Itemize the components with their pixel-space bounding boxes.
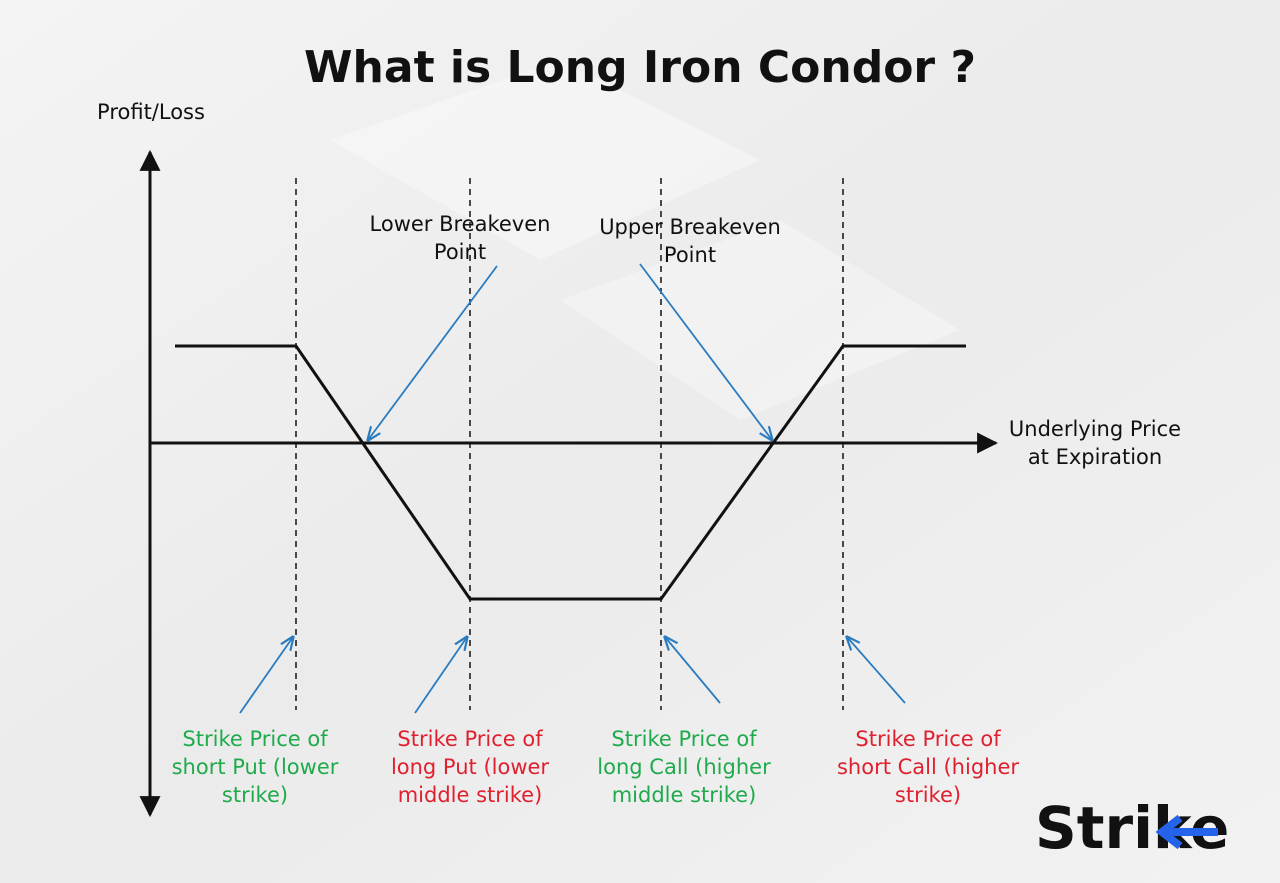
strike-label: strike) (222, 783, 288, 807)
breakeven-arrow (639, 263, 772, 440)
y-axis-label: Profit/Loss (97, 100, 205, 124)
strike-label: strike) (895, 783, 961, 807)
strike-label: long Put (lower (391, 755, 549, 779)
strike-label: short Put (lower (172, 755, 339, 779)
strike-label: long Call (higher (597, 755, 771, 779)
breakeven-label: Upper Breakeven (599, 215, 781, 239)
title: What is Long Iron Condor ? (304, 42, 976, 93)
strike-arrow (239, 637, 293, 714)
strike-label: short Call (higher (837, 755, 1019, 779)
logo-accent (1155, 814, 1218, 850)
bg-shape (560, 220, 960, 420)
strike-arrow (847, 637, 906, 704)
strike-label: middle strike) (612, 783, 757, 807)
breakeven-label: Lower Breakeven (370, 212, 551, 236)
breakeven-arrow (368, 265, 498, 440)
strike-label: Strike Price of (611, 727, 757, 751)
payoff-line (175, 344, 966, 601)
breakeven-label: Point (664, 243, 716, 267)
strike-label: Strike Price of (855, 727, 1001, 751)
bg-shape (330, 60, 760, 260)
x-axis-label: at Expiration (1028, 445, 1162, 469)
x-axis-label: Underlying Price (1009, 417, 1181, 441)
breakeven-label: Point (434, 240, 486, 264)
strike-label: Strike Price of (397, 727, 543, 751)
strike-arrow (414, 637, 467, 714)
strike-label: middle strike) (398, 783, 543, 807)
strike-label: Strike Price of (182, 727, 328, 751)
strike-arrow (665, 637, 721, 704)
